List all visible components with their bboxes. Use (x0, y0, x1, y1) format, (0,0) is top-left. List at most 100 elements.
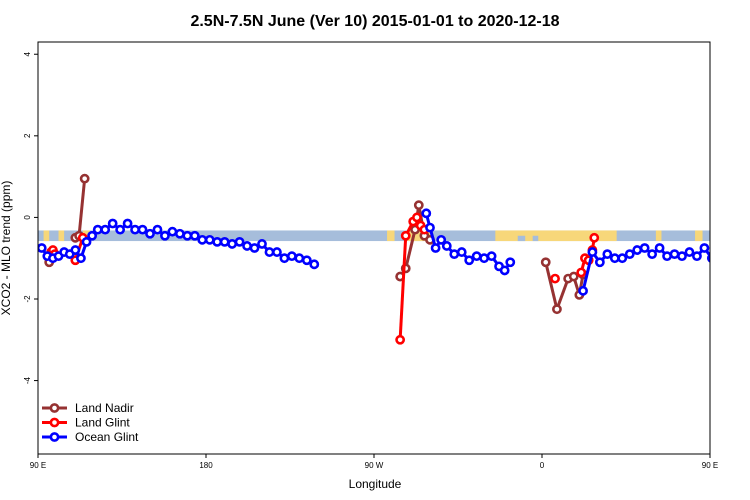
data-point (70, 245, 81, 255)
ocean-band-segment (532, 235, 539, 242)
data-point (486, 251, 497, 262)
data-point (309, 259, 320, 270)
data-point (294, 253, 305, 264)
data-point (731, 226, 738, 233)
data-point (400, 230, 411, 241)
data-point (624, 249, 635, 260)
data-point (609, 253, 620, 264)
data-point (425, 222, 435, 233)
data-point (550, 273, 560, 284)
series-line-segment (712, 242, 719, 258)
data-point (182, 230, 193, 241)
data-point (272, 247, 282, 257)
y-tick-label: 2 (23, 133, 32, 138)
y-axis: 4 2 0 -2 -4 (23, 51, 38, 384)
data-point (130, 224, 140, 235)
data-point (197, 234, 208, 245)
land-band-segment (655, 230, 662, 242)
chart-title: 2.5N-7.5N June (Ver 10) 2015-01-01 to 20… (190, 13, 559, 30)
land-band-segment (514, 230, 617, 242)
data-point (92, 224, 103, 235)
data-point (38, 243, 47, 253)
series-layer (38, 173, 749, 345)
legend-label: Land Glint (75, 416, 130, 430)
data-point (412, 212, 422, 223)
x-axis: 90 E 180 90 W 0 90 E (30, 454, 718, 470)
data-point (212, 236, 223, 247)
x-tick-label: 90 W (365, 461, 384, 470)
data-point (632, 245, 643, 255)
legend-marker (49, 432, 60, 442)
data-point (552, 304, 562, 315)
series-line-segment (404, 229, 417, 269)
data-point (395, 334, 406, 345)
legend-item: Land Glint (42, 416, 130, 430)
land-band-segment (58, 230, 65, 242)
series-line-segment (581, 251, 594, 292)
data-point (449, 249, 460, 260)
data-point (738, 226, 745, 233)
data-point (227, 239, 238, 249)
land-band-segment (407, 230, 430, 242)
data-point (174, 228, 185, 239)
data-point (639, 243, 650, 253)
data-point (152, 224, 163, 235)
data-point (669, 249, 680, 260)
data-point (736, 261, 743, 268)
legend-label: Ocean Glint (75, 430, 139, 444)
y-axis-label: XCO2 - MLO trend (ppm) (0, 181, 13, 316)
series-line-segment (398, 235, 408, 340)
data-point (257, 239, 267, 249)
x-tick-label: 90 E (702, 461, 718, 470)
series-line-segment (555, 278, 570, 310)
series-line-segment (544, 261, 559, 310)
data-point (499, 265, 510, 276)
data-point (115, 224, 126, 235)
data-point (505, 257, 516, 268)
land-band-segment (732, 230, 743, 241)
data-point (587, 247, 598, 257)
ocean-band-segment (517, 235, 526, 242)
data-point (279, 253, 290, 264)
data-point (189, 230, 200, 241)
land-band-segment (43, 230, 50, 242)
land-band-segment (387, 230, 395, 242)
data-point (436, 234, 447, 245)
data-point (87, 230, 98, 241)
y-tick-label: 0 (23, 215, 32, 220)
data-point (602, 249, 613, 260)
data-point (219, 236, 230, 247)
series-line-segment (77, 178, 87, 236)
legend-item: Land Nadir (42, 401, 134, 415)
data-point (167, 226, 178, 237)
legend-marker (49, 403, 60, 413)
legend-label: Land Nadir (75, 401, 134, 415)
data-point (716, 238, 723, 245)
data-point (723, 232, 730, 239)
legend-item: Ocean Glint (42, 430, 139, 444)
land-band-segment (695, 230, 703, 242)
plot-frame (37, 41, 711, 455)
data-point (430, 243, 441, 253)
data-point (234, 236, 245, 247)
x-tick-label: 180 (199, 461, 213, 470)
data-point (79, 173, 90, 184)
x-tick-label: 0 (540, 461, 545, 470)
data-point (100, 224, 111, 235)
data-point (684, 247, 695, 257)
x-tick-label: 90 E (30, 461, 46, 470)
y-tick-label: 4 (23, 51, 32, 56)
data-point (137, 224, 148, 235)
data-point (568, 271, 579, 282)
data-point (617, 253, 628, 264)
data-point (589, 232, 600, 243)
data-point (249, 243, 260, 253)
data-point (654, 243, 665, 253)
data-point (742, 248, 749, 255)
data-point (471, 251, 482, 262)
series-line-segment (740, 252, 746, 264)
data-point (413, 200, 424, 211)
data-point (160, 230, 170, 241)
